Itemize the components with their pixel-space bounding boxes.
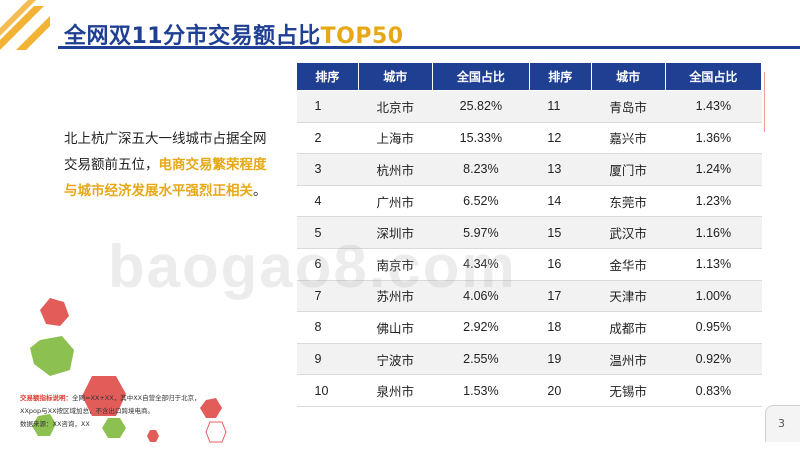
table-row: 1 北京市 25.82% 11 青岛市 1.43% — [296, 90, 762, 123]
accent-line — [764, 72, 765, 132]
decorative-hexagons — [30, 298, 227, 443]
table-row: 6 南京市 4.34% 16 金华市 1.13% — [296, 248, 762, 281]
share-cell: 15.33% — [432, 122, 530, 155]
city-cell: 深圳市 — [358, 216, 433, 249]
share-cell: 1.23% — [665, 185, 762, 218]
share-cell: 0.95% — [665, 311, 762, 344]
hexagon-green-small-left — [32, 414, 56, 436]
header-share-right: 全国占比 — [664, 62, 763, 91]
rank-cell: 5 — [296, 216, 359, 249]
rank-cell: 12 — [529, 122, 592, 155]
page-title: 全网双11分市交易额占比TOP50 — [64, 24, 404, 49]
title-underline — [58, 46, 800, 49]
share-cell: 2.55% — [432, 343, 530, 376]
share-cell: 1.53% — [432, 374, 530, 407]
table-row: 8 佛山市 2.92% 18 成都市 0.95% — [296, 311, 762, 344]
rank-cell: 15 — [529, 216, 592, 249]
table-header-row: 排序 城市 全国占比 排序 城市 全国占比 — [296, 62, 763, 91]
rank-cell: 11 — [529, 90, 592, 123]
page-number-tab — [765, 405, 800, 442]
share-cell: 25.82% — [432, 90, 530, 123]
city-cell: 厦门市 — [591, 153, 666, 186]
rank-cell: 3 — [296, 153, 359, 186]
share-cell: 8.23% — [432, 153, 530, 186]
share-cell: 4.06% — [432, 280, 530, 313]
share-cell: 5.97% — [432, 216, 530, 249]
page-number: 3 — [778, 417, 785, 430]
rank-cell: 17 — [529, 280, 592, 313]
table-row: 3 杭州市 8.23% 13 厦门市 1.24% — [296, 153, 762, 186]
city-cell: 南京市 — [358, 248, 433, 281]
city-cell: 嘉兴市 — [591, 122, 666, 155]
city-cell: 宁波市 — [358, 343, 433, 376]
city-cell: 金华市 — [591, 248, 666, 281]
rank-cell: 8 — [296, 311, 359, 344]
city-cell: 武汉市 — [591, 216, 666, 249]
rank-cell: 1 — [296, 90, 359, 123]
city-cell: 杭州市 — [358, 153, 433, 186]
city-cell: 温州市 — [591, 343, 666, 376]
description-text: 北上杭广深五大一线城市占据全网交易额前五位，电商交易繁荣程度与城市经济发展水平强… — [64, 131, 267, 199]
city-cell: 佛山市 — [358, 311, 433, 344]
header-rank-left: 排序 — [296, 62, 359, 91]
rank-cell: 20 — [529, 374, 592, 407]
share-cell: 0.83% — [665, 374, 762, 407]
share-cell: 0.92% — [665, 343, 762, 376]
rank-cell: 13 — [529, 153, 592, 186]
table-row: 5 深圳市 5.97% 15 武汉市 1.16% — [296, 216, 762, 249]
city-cell: 成都市 — [591, 311, 666, 344]
share-cell: 1.43% — [665, 90, 762, 123]
hexagon-red-large — [82, 376, 126, 416]
table-row: 7 苏州市 4.06% 17 天津市 1.00% — [296, 280, 762, 313]
hexagon-red-tiny — [147, 430, 159, 442]
share-cell: 1.24% — [665, 153, 762, 186]
rank-cell: 6 — [296, 248, 359, 281]
share-cell: 1.00% — [665, 280, 762, 313]
rank-cell: 14 — [529, 185, 592, 218]
table-row: 10 泉州市 1.53% 20 无锡市 0.83% — [296, 374, 762, 407]
rank-cell: 9 — [296, 343, 359, 376]
logo-icon — [0, 0, 50, 50]
source-note: 交易额指标说明：全网=XX+XX，其中XX自营全部归于北京， XXpop与XX按… — [20, 394, 201, 428]
share-cell: 6.52% — [432, 185, 530, 218]
watermark: baogao8.com — [108, 233, 517, 300]
header-city-left: 城市 — [357, 62, 433, 91]
hexagon-red-small-right — [200, 398, 222, 418]
city-cell: 青岛市 — [591, 90, 666, 123]
table-row: 2 上海市 15.33% 12 嘉兴市 1.36% — [296, 122, 762, 155]
rank-cell: 10 — [296, 374, 359, 407]
header-city-right: 城市 — [590, 62, 666, 91]
rank-cell: 16 — [529, 248, 592, 281]
share-cell: 4.34% — [432, 248, 530, 281]
city-cell: 无锡市 — [591, 374, 666, 407]
city-cell: 北京市 — [358, 90, 433, 123]
rank-cell: 2 — [296, 122, 359, 155]
share-cell: 1.36% — [665, 122, 762, 155]
table-row: 4 广州市 6.52% 14 东莞市 1.23% — [296, 185, 762, 218]
table-row: 9 宁波市 2.55% 19 温州市 0.92% — [296, 343, 762, 376]
hexagon-red-top — [40, 298, 69, 326]
header-share-left: 全国占比 — [431, 62, 530, 91]
rank-cell: 7 — [296, 280, 359, 313]
hexagon-outline-right — [205, 421, 227, 443]
city-cell: 天津市 — [591, 280, 666, 313]
city-share-table: 排序 城市 全国占比 排序 城市 全国占比 1 北京市 25.82% 11 青岛… — [296, 62, 763, 407]
hexagon-green-large — [30, 336, 74, 376]
rank-cell: 4 — [296, 185, 359, 218]
hexagon-green-small-mid — [102, 418, 126, 438]
rank-cell: 19 — [529, 343, 592, 376]
city-cell: 上海市 — [358, 122, 433, 155]
city-cell: 苏州市 — [358, 280, 433, 313]
city-cell: 东莞市 — [591, 185, 666, 218]
header-rank-right: 排序 — [528, 62, 592, 91]
city-cell: 泉州市 — [358, 374, 433, 407]
rank-cell: 18 — [529, 311, 592, 344]
share-cell: 1.16% — [665, 216, 762, 249]
city-cell: 广州市 — [358, 185, 433, 218]
share-cell: 1.13% — [665, 248, 762, 281]
share-cell: 2.92% — [432, 311, 530, 344]
